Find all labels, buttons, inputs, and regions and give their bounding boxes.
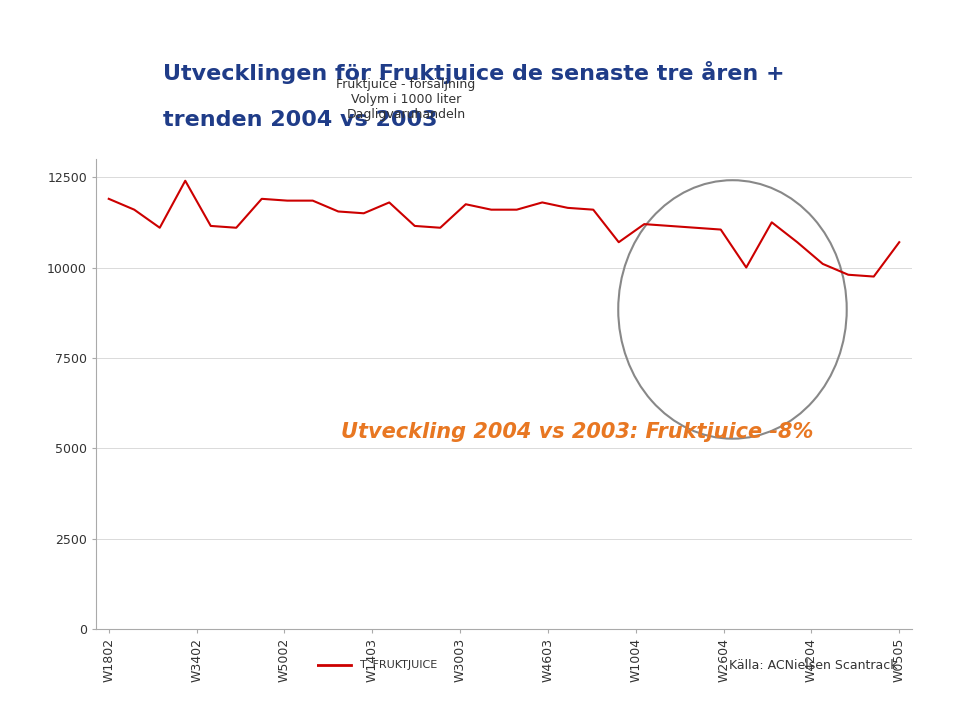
Text: THE ESSENTIAL LINK: THE ESSENTIAL LINK: [211, 19, 341, 32]
Text: T. FRUKTJUICE: T. FRUKTJUICE: [360, 660, 437, 670]
Text: Utvecklingen för Fruktjuice de senaste tre åren +: Utvecklingen för Fruktjuice de senaste t…: [163, 61, 785, 85]
Text: Källa: ACNielsen Scantrack: Källa: ACNielsen Scantrack: [729, 659, 898, 672]
Text: ACNielsen: ACNielsen: [19, 17, 122, 34]
Text: Utveckling 2004 vs 2003: Fruktjuice -8%: Utveckling 2004 vs 2003: Fruktjuice -8%: [341, 422, 813, 442]
Text: Fruktjuice - försäljning
Volym i 1000 liter
Dagligvaruhandeln: Fruktjuice - försäljning Volym i 1000 li…: [336, 79, 476, 121]
Text: trenden 2004 vs 2003: trenden 2004 vs 2003: [163, 110, 438, 130]
